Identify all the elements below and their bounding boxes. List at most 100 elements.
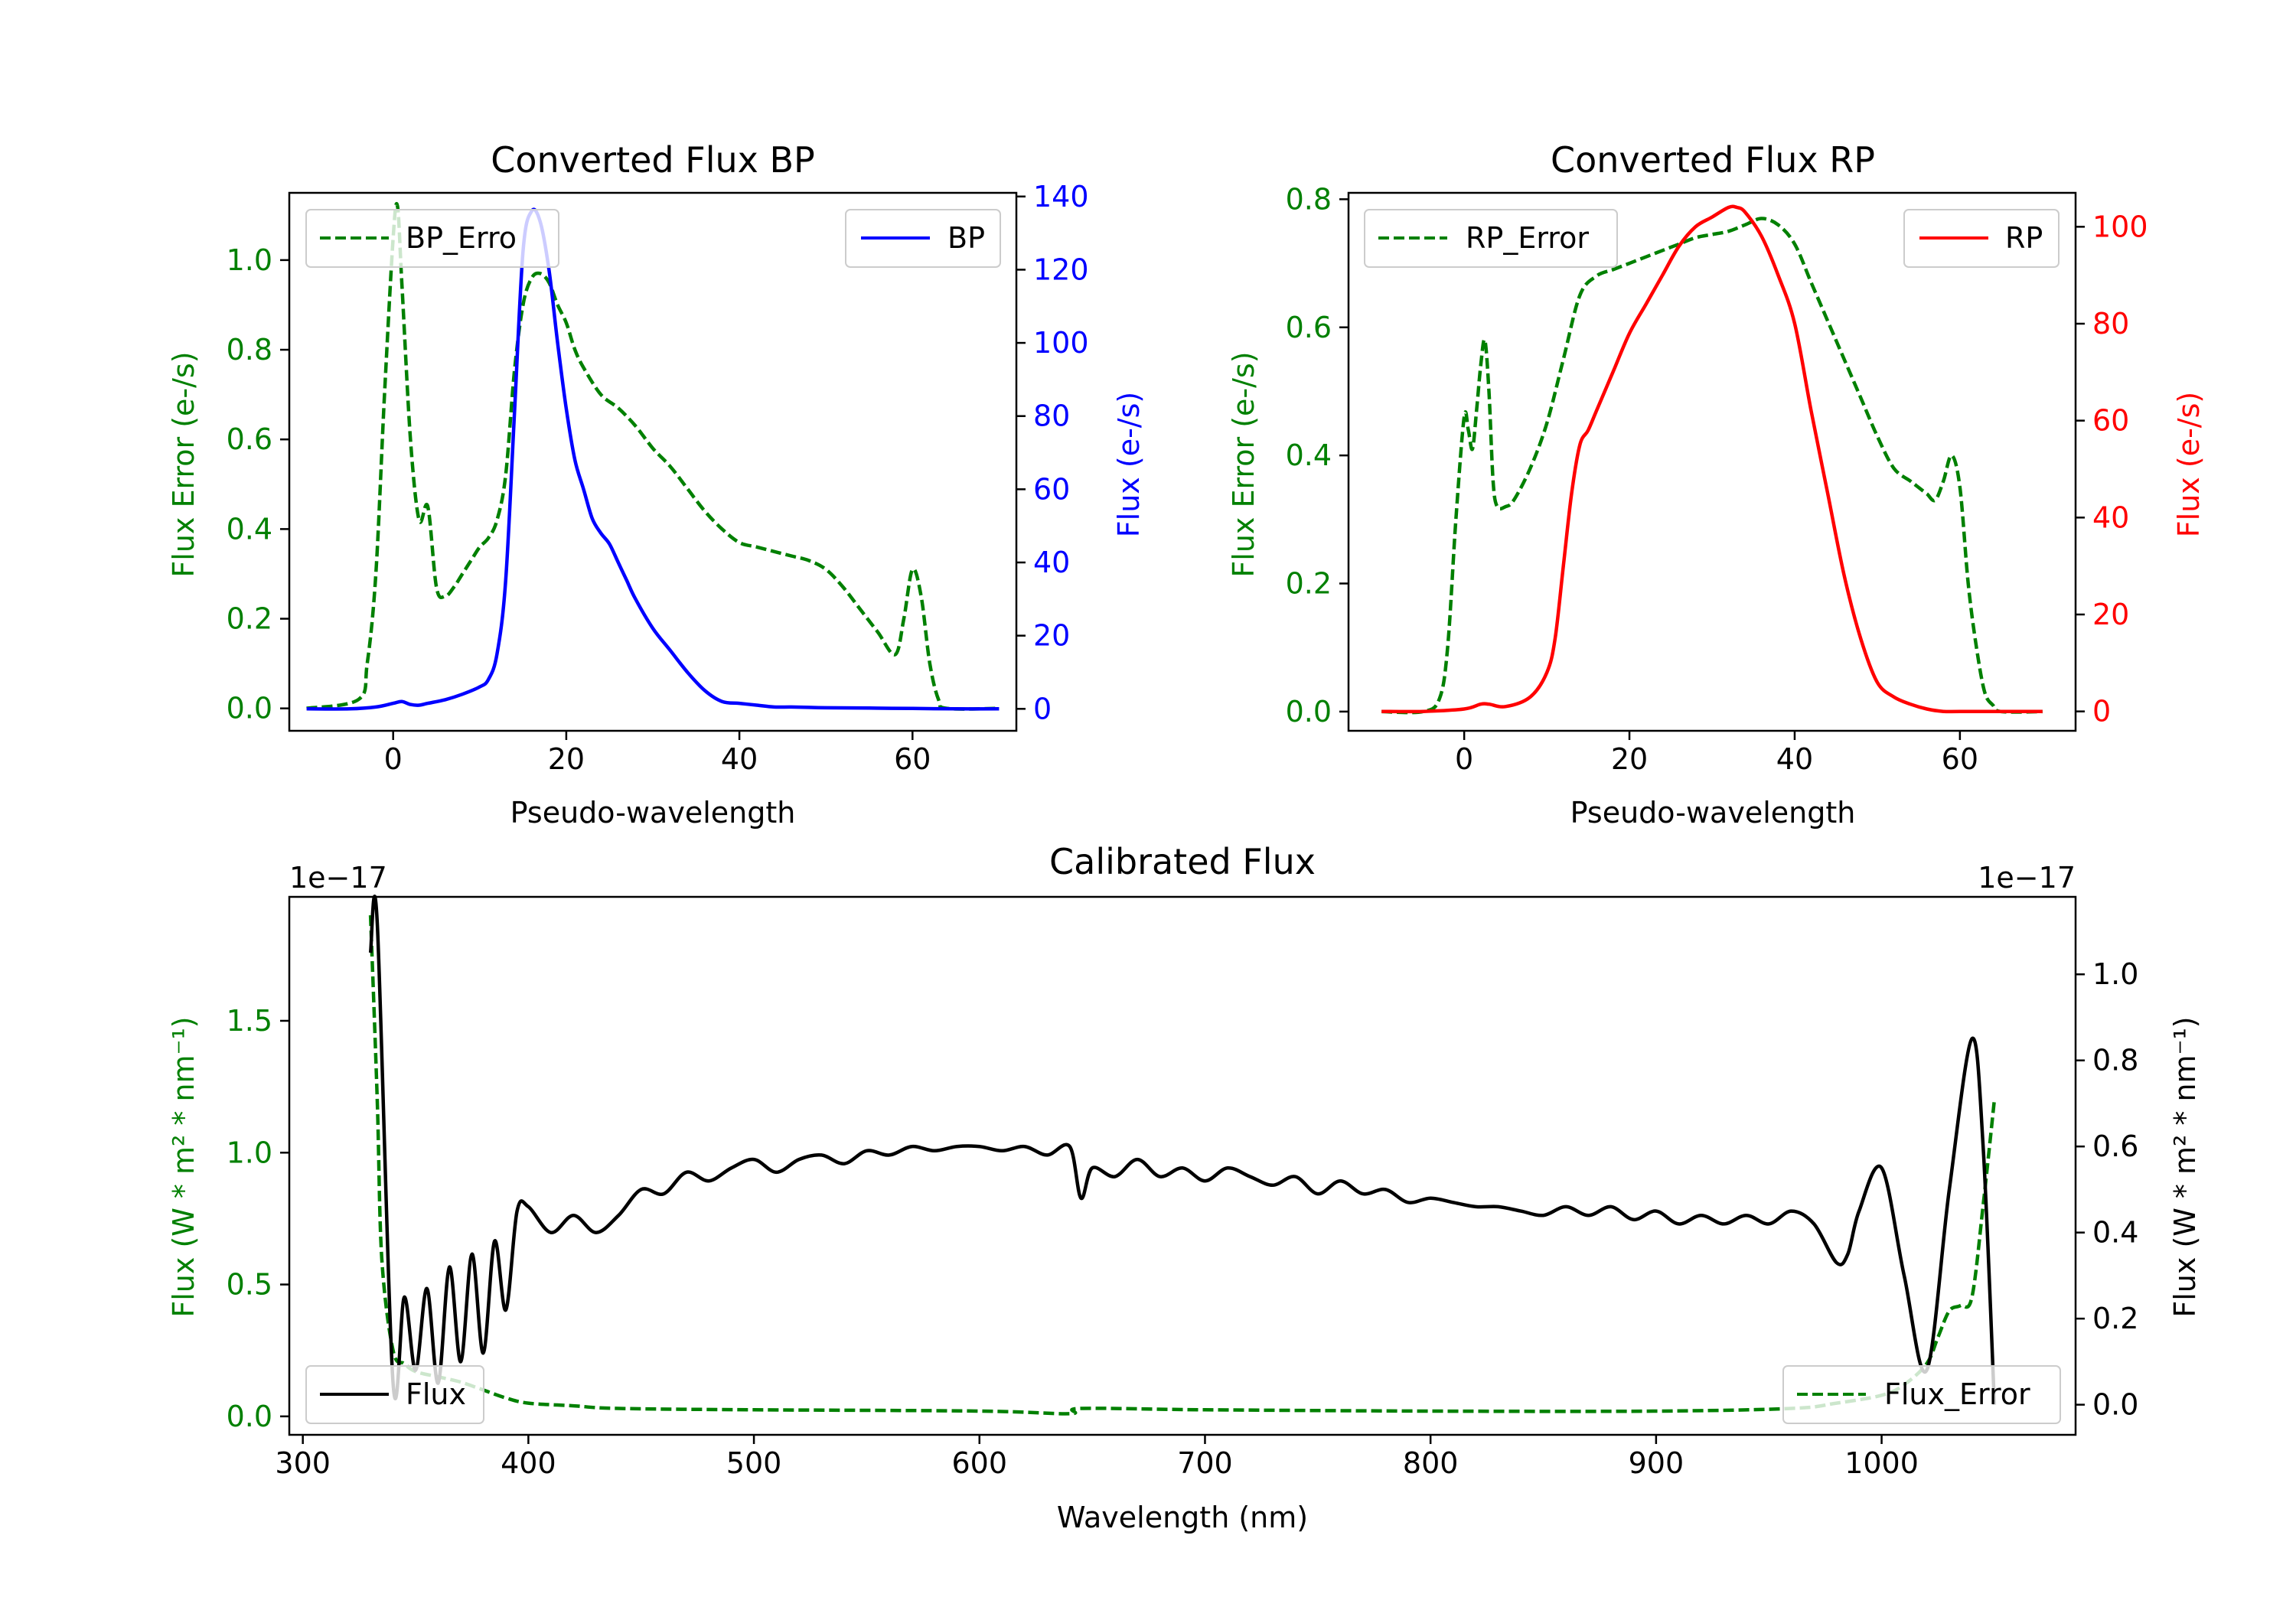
y-axis-label-right: Flux (e-/s) xyxy=(1112,392,1146,537)
y-tick-label-right: 0.6 xyxy=(2092,1129,2138,1163)
legend-left: BP_Erro xyxy=(305,209,559,268)
y-tick-label-right: 0.2 xyxy=(2092,1302,2138,1335)
y-tick-label-right: 80 xyxy=(2092,307,2129,341)
y-tick-label-left: 0.5 xyxy=(227,1268,272,1302)
plot-frame xyxy=(288,191,1018,732)
legend-label-flux-error: Flux_Error xyxy=(1884,1377,2030,1411)
y-tick-label-left: 1.0 xyxy=(227,243,272,277)
y-tick-label-left: 0.0 xyxy=(227,692,272,725)
y-tick-label-left: 0.8 xyxy=(227,333,272,367)
x-axis-ticks: 300 400 500 600 700 800 900 1000 xyxy=(275,1435,1919,1480)
x-tick-label: 300 xyxy=(275,1446,331,1480)
y-tick-label-right: 40 xyxy=(1033,546,1070,579)
y-tick-label-right: 60 xyxy=(1033,472,1070,506)
x-tick-label: 500 xyxy=(726,1446,782,1480)
series-group xyxy=(306,201,1000,711)
x-tick-label: 400 xyxy=(501,1446,556,1480)
legend-box xyxy=(305,1365,484,1424)
y-tick-label-left: 1.5 xyxy=(227,1004,272,1038)
y-tick-label-left: 0.2 xyxy=(227,602,272,636)
x-tick-label: 0 xyxy=(1455,742,1473,776)
y-tick-label-left: 0.0 xyxy=(1286,695,1332,729)
y-tick-label-right: 100 xyxy=(2092,210,2148,243)
x-tick-label: 40 xyxy=(721,742,758,776)
y-tick-label-left: 0.4 xyxy=(1286,438,1332,472)
y-tick-label-right: 0.0 xyxy=(2092,1388,2138,1422)
x-axis-label: Wavelength (nm) xyxy=(1057,1501,1308,1534)
y-axis-label-right: Flux (W * m² * nm⁻¹) xyxy=(2168,1016,2202,1317)
y-tick-label-right: 100 xyxy=(1033,326,1089,360)
y-tick-label-right: 1.0 xyxy=(2092,957,2138,991)
legend-label-bp: BP xyxy=(947,221,985,255)
y-tick-label-left: 0.6 xyxy=(227,422,272,456)
y-tick-label-left: 1.0 xyxy=(227,1136,272,1169)
x-tick-label: 20 xyxy=(548,742,585,776)
legend-label-flux: Flux xyxy=(406,1377,466,1411)
y-axis-ticks-right: 0.0 0.2 0.4 0.6 0.8 1.0 xyxy=(2076,957,2138,1422)
legend-box xyxy=(1364,209,1618,268)
y-axis-label-left: Flux Error (e-/s) xyxy=(167,351,201,577)
series-group xyxy=(1381,204,2043,715)
legend-left: RP_Error xyxy=(1364,209,1618,268)
chart-title: Calibrated Flux xyxy=(1049,841,1316,882)
legend-right: RP xyxy=(1903,209,2060,268)
y-tick-label-left: 0.6 xyxy=(1286,311,1332,344)
x-tick-label: 700 xyxy=(1177,1446,1233,1480)
plot-frame xyxy=(288,895,2077,1436)
panel-calibrated-flux: Calibrated Flux Wavelength (nm) Flux (W … xyxy=(167,841,2202,1534)
x-tick-label: 1000 xyxy=(1844,1446,1919,1480)
x-axis-ticks: 0 20 40 60 xyxy=(384,731,931,776)
legend-label-rp: RP xyxy=(2005,221,2043,255)
y-tick-label-right: 0 xyxy=(2092,695,2111,729)
y-axis-ticks-right: 0 20 40 60 80 100 120 140 xyxy=(1016,180,1089,725)
y-tick-label-right: 80 xyxy=(1033,399,1070,433)
x-axis-label: Pseudo-wavelength xyxy=(1570,796,1856,830)
series-flux xyxy=(368,895,1997,1405)
chart-title: Converted Flux BP xyxy=(491,139,815,181)
y-axis-offset-left: 1e−17 xyxy=(289,861,387,895)
x-axis-ticks: 0 20 40 60 xyxy=(1455,731,1978,776)
y-tick-label-right: 40 xyxy=(2092,500,2129,534)
series-bp xyxy=(306,207,1000,711)
x-tick-label: 20 xyxy=(1611,742,1648,776)
y-tick-label-left: 0.8 xyxy=(1286,182,1332,216)
y-axis-label-right: Flux (e-/s) xyxy=(2172,392,2206,537)
y-tick-label-right: 0.4 xyxy=(2092,1216,2138,1250)
legend-box xyxy=(305,209,559,268)
x-tick-label: 0 xyxy=(384,742,403,776)
y-tick-label-left: 0.4 xyxy=(227,512,272,546)
x-tick-label: 900 xyxy=(1629,1446,1684,1480)
legend-right: BP xyxy=(845,209,1001,268)
y-tick-label-left: 0.0 xyxy=(227,1400,272,1433)
y-tick-label-right: 20 xyxy=(2092,598,2129,631)
y-tick-label-right: 140 xyxy=(1033,180,1089,214)
y-tick-label-left: 0.2 xyxy=(1286,567,1332,601)
y-tick-label-right: 60 xyxy=(2092,404,2129,438)
x-axis-label: Pseudo-wavelength xyxy=(510,796,796,830)
x-tick-label: 40 xyxy=(1776,742,1813,776)
legend-right: Flux_Error xyxy=(1782,1365,2061,1424)
legend-left: Flux xyxy=(305,1365,484,1424)
y-tick-label-right: 0.8 xyxy=(2092,1044,2138,1077)
legend-label-rp-error: RP_Error xyxy=(1466,221,1589,255)
legend-label-bp-error: BP_Erro xyxy=(406,221,517,255)
panel-converted-flux-rp: Converted Flux RP Pseudo-wavelength Flux… xyxy=(1227,139,2206,830)
y-tick-label-right: 0 xyxy=(1033,692,1052,725)
x-tick-label: 600 xyxy=(952,1446,1008,1480)
y-axis-ticks-left: 0.0 0.5 1.0 1.5 xyxy=(227,1004,289,1433)
y-axis-ticks-left: 0.0 0.2 0.4 0.6 0.8 1.0 xyxy=(227,243,289,725)
chart-title: Converted Flux RP xyxy=(1551,139,1875,181)
x-tick-label: 60 xyxy=(1942,742,1978,776)
y-tick-label-right: 20 xyxy=(1033,619,1070,653)
x-tick-label: 60 xyxy=(894,742,931,776)
y-axis-label-left: Flux (W * m² * nm⁻¹) xyxy=(167,1016,201,1317)
panel-converted-flux-bp: Converted Flux BP Pseudo-wavelength Flux… xyxy=(167,139,1146,830)
y-tick-label-right: 120 xyxy=(1033,253,1089,286)
y-axis-label-left: Flux Error (e-/s) xyxy=(1227,351,1261,577)
series-bp-error xyxy=(306,201,1000,711)
y-axis-ticks-right: 0 20 40 60 80 100 xyxy=(2076,210,2148,729)
legend-box xyxy=(1782,1365,2061,1424)
y-axis-offset-right: 1e−17 xyxy=(1978,861,2076,895)
y-axis-ticks-left: 0.0 0.2 0.4 0.6 0.8 xyxy=(1286,182,1349,729)
